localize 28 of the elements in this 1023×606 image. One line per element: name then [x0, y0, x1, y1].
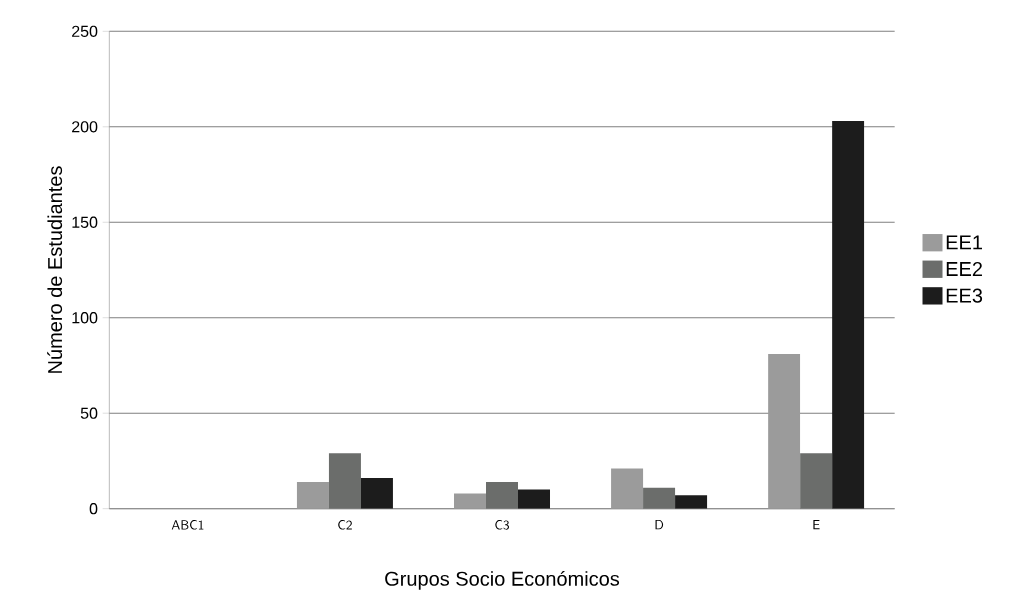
bar [360, 478, 393, 509]
bar [296, 481, 329, 509]
bar [518, 489, 551, 509]
y-tick-label: 250 [72, 25, 98, 37]
y-tick-label: 100 [72, 312, 98, 324]
bar [643, 487, 676, 509]
bar [454, 493, 487, 509]
legend-label: EE3 [946, 288, 983, 303]
y-tick-label: 50 [80, 407, 98, 419]
bar [800, 453, 833, 509]
bar [768, 354, 801, 509]
bar [832, 121, 865, 509]
y-tick-label: 0 [89, 503, 98, 515]
x-tick-label: C3 [495, 520, 510, 530]
bar [486, 481, 519, 509]
y-tick-label: 200 [72, 121, 98, 133]
legend-label: EE2 [946, 261, 982, 276]
bar [611, 468, 644, 509]
y-tick-label: 150 [72, 216, 98, 228]
x-tick-label: E [813, 520, 820, 530]
x-tick-label: D [655, 520, 664, 530]
y-axis-title: Número de Estudiantes [47, 166, 63, 373]
x-tick-label: C2 [338, 520, 352, 530]
x-axis-title: Grupos Socio Económicos [385, 570, 620, 590]
legend-label: EE1 [946, 235, 982, 250]
bar [675, 495, 708, 509]
bar [328, 453, 361, 509]
x-tick-label: ABC1 [171, 520, 204, 530]
